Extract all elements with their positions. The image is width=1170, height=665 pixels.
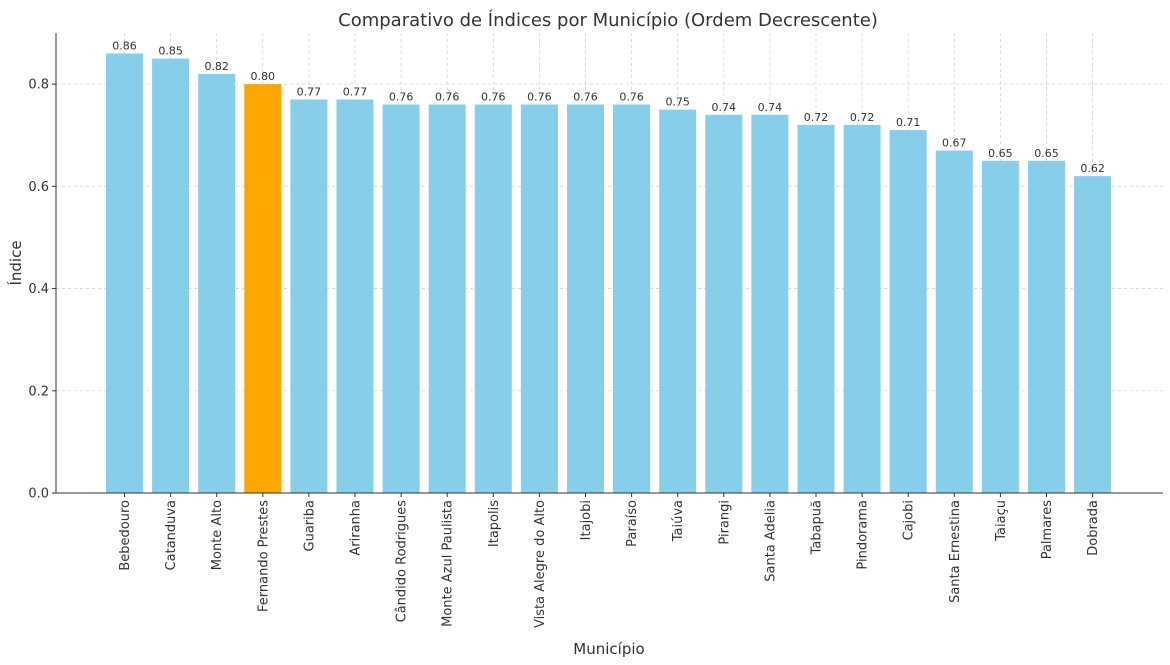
bar [705, 114, 743, 494]
x-tick-label: Itajobi [579, 500, 594, 540]
bar-value-label: 0.74 [712, 101, 737, 114]
bar-value-label: 0.72 [804, 111, 829, 124]
bar [1074, 176, 1112, 493]
bar-value-label: 0.72 [850, 111, 875, 124]
x-tick-label: Monte Azul Paulista [441, 500, 456, 627]
y-tick-label: 0.4 [28, 282, 49, 297]
x-tick-label: Palmares [1040, 500, 1055, 560]
bar [797, 125, 835, 493]
x-tick-label: Monte Alto [210, 500, 225, 570]
bar-value-label: 0.65 [988, 147, 1013, 160]
x-tick-label: Santa Ernestina [948, 500, 963, 603]
x-tick-label: Pirangi [717, 500, 732, 545]
bar-value-label: 0.80 [251, 70, 276, 83]
bar [889, 130, 927, 493]
x-tick-label: Santa Adelia [763, 500, 778, 582]
chart-title: Comparativo de Índices por Município (Or… [338, 9, 878, 31]
x-tick-label: Itapolis [487, 500, 502, 547]
bar-value-label: 0.85 [158, 45, 183, 58]
value-labels: 0.86 0.85 0.82 0.80 0.77 0.77 0.76 0.76 0.76 0.76… [112, 39, 1105, 175]
x-tick-label: Tabapuã [810, 500, 825, 555]
bar [567, 104, 604, 494]
bar [106, 53, 143, 493]
bar [198, 73, 236, 493]
bar [1028, 160, 1065, 493]
bar [843, 125, 881, 493]
bar-value-label: 0.86 [112, 39, 137, 52]
x-tick-label: Taiúva [671, 500, 686, 542]
bar [474, 104, 512, 494]
bar [935, 150, 973, 494]
bar-value-label: 0.76 [619, 91, 644, 104]
bar [382, 104, 420, 494]
bar [428, 104, 466, 494]
x-axis-label: Município [573, 640, 644, 658]
bar-value-label: 0.74 [758, 101, 783, 114]
x-tick-label: Cajobi [902, 500, 917, 540]
bar [290, 99, 328, 493]
bar-value-label: 0.75 [665, 96, 690, 109]
bar-value-label: 0.82 [204, 60, 229, 73]
bar-value-label: 0.76 [481, 91, 506, 104]
y-tick-label: 0.2 [28, 384, 49, 399]
axes [55, 33, 1163, 494]
bar-value-label: 0.77 [297, 85, 322, 98]
bar [613, 104, 651, 494]
bar [520, 104, 558, 494]
y-tick-label: 0.8 [28, 78, 49, 93]
y-tick-label: 0.6 [28, 180, 49, 195]
bars [106, 53, 1112, 494]
y-ticks: 0.0 0.2 0.4 0.6 0.8 [28, 78, 56, 502]
bar-value-label: 0.76 [573, 91, 598, 104]
y-tick-label: 0.0 [28, 487, 49, 502]
bar [981, 160, 1019, 493]
bar-value-label: 0.62 [1080, 162, 1105, 175]
bar [244, 84, 282, 493]
bar-value-label: 0.76 [389, 91, 414, 104]
bar-value-label: 0.65 [1034, 147, 1059, 160]
bar-value-label: 0.76 [527, 91, 552, 104]
x-tick-label: Paraíso [625, 500, 640, 547]
x-tick-label: Guariba [302, 500, 317, 551]
bar-value-label: 0.76 [435, 91, 460, 104]
x-tick-label: Fernando Prestes [256, 500, 271, 612]
x-ticks: Bebedouro Catanduva Monte Alto Fernando Pre… [118, 493, 1101, 628]
bar [659, 109, 697, 494]
bar-value-label: 0.71 [896, 116, 921, 129]
bar-value-label: 0.77 [343, 85, 368, 98]
bar [751, 114, 789, 494]
x-tick-label: Bebedouro [118, 500, 133, 571]
x-tick-label: Taiaçu [994, 500, 1009, 542]
x-tick-label: Cândido Rodrigues [395, 500, 410, 623]
x-tick-label: Pindorama [856, 500, 871, 570]
x-tick-label: Dobrada [1086, 500, 1101, 556]
bar [336, 99, 374, 493]
y-axis-label: Índice [6, 240, 25, 285]
bar-value-label: 0.67 [942, 137, 967, 150]
bar [152, 58, 190, 494]
x-tick-label: Ariranha [349, 500, 364, 556]
x-tick-label: Vista Alegre do Alto [533, 500, 548, 628]
x-tick-label: Catanduva [164, 500, 179, 571]
